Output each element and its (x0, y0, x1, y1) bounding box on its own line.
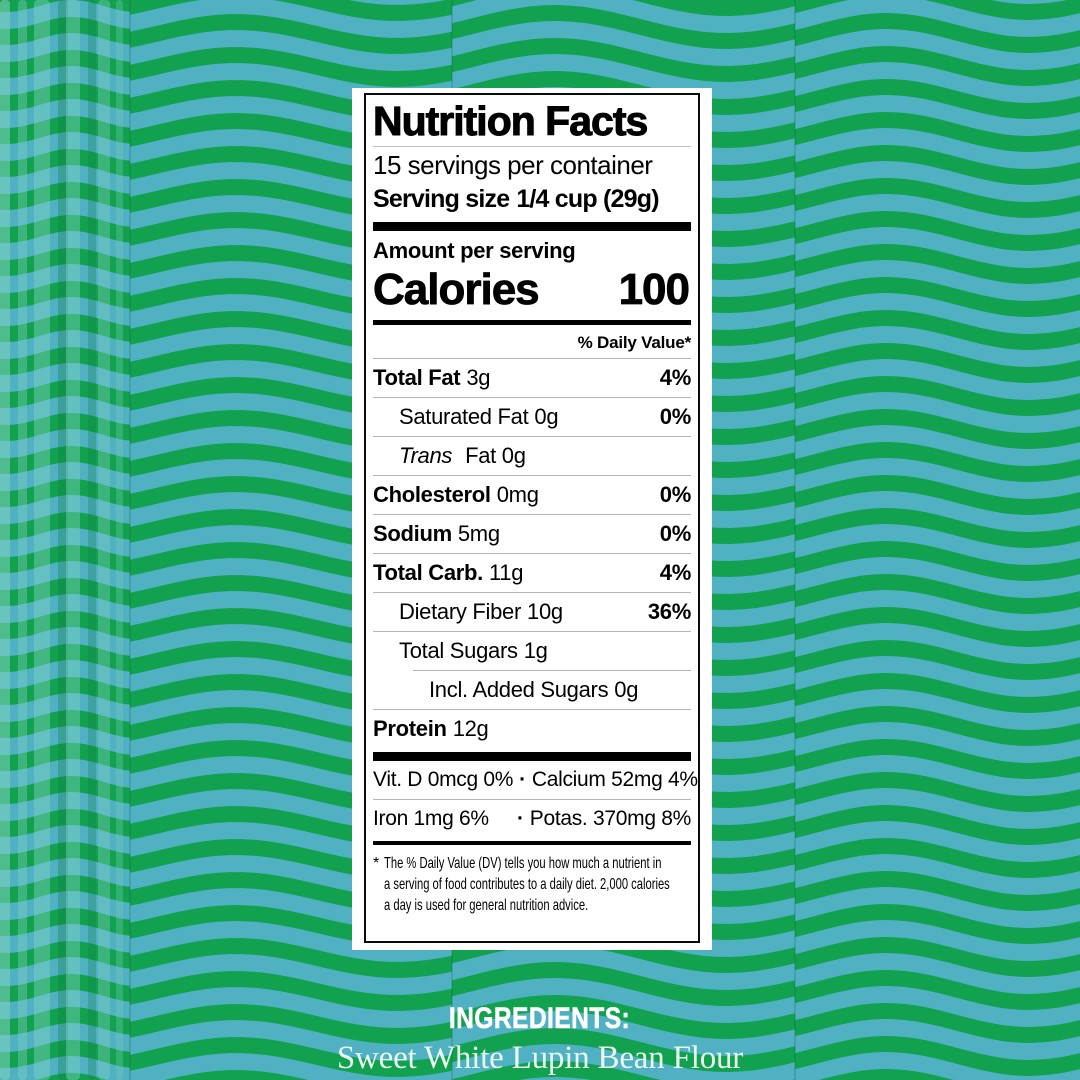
micronutrient-row: Iron 1mg 6% · Potas. 370mg 8% (373, 799, 691, 838)
micronutrient-right: Calcium 52mg 4% (531, 768, 698, 792)
micronutrient-left: Vit. D 0mcg 0% (373, 768, 514, 792)
amount-per-serving: Amount per serving (373, 238, 576, 264)
nutrient-name-amount: Trans Fat 0g (399, 443, 526, 469)
nutrient-name-amount: Total Carb. 11g (373, 560, 524, 586)
nutrient-name-amount: Dietary Fiber 10g (399, 599, 563, 625)
daily-value-percent: 4% (659, 560, 692, 586)
nutrient-row-cholesterol: Cholesterol 0mg 0% (373, 475, 691, 514)
nutrient-name-amount: Sodium 5mg (373, 521, 500, 547)
nutrient-row-sodium: Sodium 5mg 0% (373, 514, 691, 553)
nutrient-row-trans: Trans Fat 0g (373, 436, 691, 475)
nutrient-row-total-carb: Total Carb. 11g 4% (373, 553, 691, 592)
servings-per-container: 15 servings per container (373, 150, 653, 181)
serving-size-label: Serving size (373, 185, 510, 214)
daily-value-percent: 4% (659, 365, 692, 391)
serving-size: Serving size 1/4 cup (29g) (373, 182, 691, 217)
calories-row: Calories 100 (373, 264, 691, 316)
calories-value: 100 (618, 265, 690, 315)
nutrient-name-amount: Total Fat 3g (373, 365, 491, 391)
nutrient-rows: Total Fat 3g 4% Saturated Fat 0g 0% Trans Fat 0… (373, 358, 691, 748)
ingredients-section: INGREDIENTS: Sweet White Lupin Bean Flou… (0, 1002, 1080, 1077)
nutrient-name-amount: Protein 12g (373, 716, 489, 742)
micronutrient-rows: Vit. D 0mcg 0% · Calcium 52mg 4% Iron 1mg 6… (373, 761, 698, 838)
medium-rule (373, 320, 691, 326)
footnote-line: a day is used for general nutrition advi… (384, 897, 589, 915)
footnote-line: a serving of food contributes to a daily… (384, 876, 670, 894)
nutrient-name-amount: Total Sugars 1g (399, 638, 548, 664)
thick-rule (373, 222, 691, 232)
nutrient-name-amount: Cholesterol 0mg (373, 482, 539, 508)
micronutrient-right: Potas. 370mg 8% (529, 807, 692, 831)
footnote-line: The % Daily Value (DV) tells you how muc… (384, 855, 662, 873)
separator-dot: · (517, 807, 524, 831)
daily-value-percent: 0% (659, 404, 692, 430)
nutrient-row-incl-added-sugars: Incl. Added Sugars 0g (373, 670, 691, 709)
nutrient-row-total-fat: Total Fat 3g 4% (373, 358, 691, 397)
nutrient-row-protein: Protein 12g (373, 709, 691, 748)
nutrition-facts-title: Nutrition Facts (373, 98, 649, 144)
nutrient-row-total-sugars: Total Sugars 1g (373, 631, 691, 670)
nutrient-row-saturated-fat: Saturated Fat 0g 0% (373, 397, 691, 436)
daily-value-header: % Daily Value* (577, 333, 692, 353)
daily-value-footnote: * The % Daily Value (DV) tells you how m… (373, 853, 691, 916)
daily-value-percent: 0% (659, 482, 692, 508)
ingredients-text: Sweet White Lupin Bean Flour (336, 1040, 744, 1076)
medium-rule (373, 841, 691, 846)
daily-value-percent: 0% (659, 521, 692, 547)
nutrient-name-amount: Saturated Fat 0g (399, 404, 559, 430)
nutrition-label: Nutrition Facts 15 servings per containe… (352, 88, 712, 950)
nutrient-name-amount: Incl. Added Sugars 0g (429, 676, 639, 702)
calories-label: Calories (373, 265, 540, 315)
nutrient-row-dietary-fiber: Dietary Fiber 10g 36% (373, 592, 691, 631)
micronutrient-left: Iron 1mg 6% (373, 807, 489, 831)
footnote-text: The % Daily Value (DV) tells you how muc… (384, 853, 792, 916)
divider (373, 146, 691, 148)
footnote-asterisk: * (373, 855, 380, 873)
ingredients-heading: INGREDIENTS: (449, 1002, 631, 1036)
separator-dot: · (519, 768, 526, 792)
nutrition-label-border: Nutrition Facts 15 servings per containe… (364, 93, 700, 943)
thick-rule (373, 752, 691, 762)
daily-value-percent: 36% (647, 599, 691, 625)
serving-size-value: 1/4 cup (29g) (516, 185, 659, 214)
micronutrient-row: Vit. D 0mcg 0% · Calcium 52mg 4% (373, 761, 698, 799)
